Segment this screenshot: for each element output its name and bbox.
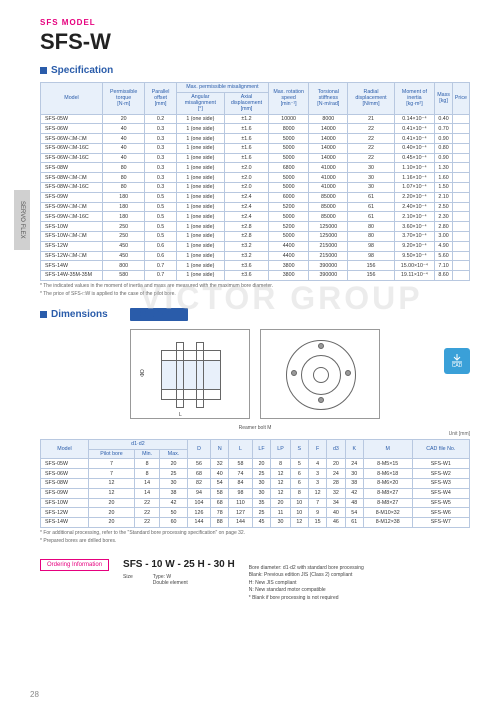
- dimension-drawings: ΦD L: [40, 329, 470, 419]
- table-row: SFS-10W2500.51 (one side)±2.8 5200125000…: [41, 222, 470, 232]
- table-row: SFS-12W4500.61 (one side)±3.2 4400215000…: [41, 241, 470, 251]
- table-row: SFS-05W200.21 (one side)±1.2 10000800021…: [41, 114, 470, 124]
- table-row: SFS-06W400.31 (one side)±1.6 80001400022…: [41, 124, 470, 134]
- spec-heading-text: Specification: [51, 65, 113, 76]
- square-icon: [40, 311, 47, 318]
- ordering-code: SFS - 10 W - 25 H - 30 H: [123, 559, 235, 570]
- drawing-side: ΦD L: [130, 329, 250, 419]
- ordering-button[interactable]: Ordering Information: [40, 559, 109, 571]
- table-row: SFS-14W8000.71 (one side)±3.6 3800390000…: [41, 261, 470, 271]
- spec-note-2: * The price of SFS-□W is applied to the …: [40, 291, 470, 298]
- brand-label: SFS MODEL: [40, 18, 470, 27]
- table-row: SFS-08W121430 8254843012 6328388-M6×20SF…: [41, 478, 470, 488]
- table-row: SFS-10W-□M-□M2500.51 (one side)±2.8 5000…: [41, 231, 470, 241]
- ordering-notes: Bore diameter: d1·d2 with standard bore …: [249, 565, 364, 603]
- square-icon: [40, 67, 47, 74]
- dim-note-1: * For additional processing, refer to th…: [40, 530, 470, 537]
- spec-note-1: * The indicated values in the moment of …: [40, 283, 470, 290]
- spec-table: Model Permissible torque[N·m] Parallel o…: [40, 82, 470, 281]
- page-title: SFS-W: [40, 29, 470, 55]
- dim-heading: Dimensions SFS-□W: [40, 308, 470, 321]
- dim-pill: SFS-□W: [130, 308, 188, 321]
- spec-heading: Specification: [40, 65, 470, 76]
- page-number: 28: [30, 690, 39, 699]
- table-row: SFS-09W-□M-□M1800.51 (one side)±2.4 5200…: [41, 202, 470, 212]
- dim-table: Model d1·d2 DNL LFLPS Fd3K MCAD file No.…: [40, 439, 470, 528]
- ord-type-label: Type: W Double element: [153, 574, 188, 586]
- table-row: SFS-06W-□M-16C400.31 (one side)±1.6 5000…: [41, 153, 470, 163]
- drawing-front: [260, 329, 380, 419]
- table-row: SFS-14W-35M-35M5800.71 (one side)±3.6 38…: [41, 271, 470, 281]
- ord-size-label: Size: [123, 574, 133, 586]
- dim-note-2: * Prepared bores are drilled bores.: [40, 538, 470, 545]
- table-row: SFS-05W7820 563258208 5420248-M5×15SFS-W…: [41, 459, 470, 469]
- table-row: SFS-08W800.31 (one side)±2.0 68004100030…: [41, 163, 470, 173]
- page: SFS MODEL SFS-W Specification Model Perm…: [0, 0, 500, 612]
- cad-badge: CAD: [444, 348, 470, 374]
- table-row: SFS-06W-□M-□M400.31 (one side)±1.6 50001…: [41, 134, 470, 144]
- table-row: SFS-10W202242 104681103520 10734488-M8×2…: [41, 498, 470, 508]
- ordering-section: Ordering Information SFS - 10 W - 25 H -…: [40, 559, 470, 603]
- table-row: SFS-09W-□M-16C1800.51 (one side)±2.4 500…: [41, 212, 470, 222]
- table-row: SFS-08W-□M-□M800.31 (one side)±2.0 50004…: [41, 173, 470, 183]
- table-row: SFS-12W-□M-□M4500.61 (one side)±3.2 4400…: [41, 251, 470, 261]
- table-row: SFS-09W1800.51 (one side)±2.4 6000850006…: [41, 192, 470, 202]
- table-row: SFS-09W121438 9458983012 81232428-M8×27S…: [41, 488, 470, 498]
- cad-text: CAD: [452, 363, 463, 369]
- unit-label: Unit [mm]: [40, 431, 470, 437]
- dim-heading-text: Dimensions: [51, 309, 108, 320]
- table-row: SFS-12W202250 126781272511 10940548-M10×…: [41, 508, 470, 518]
- table-row: SFS-06W-□M-16C400.31 (one side)±1.6 5000…: [41, 143, 470, 153]
- table-row: SFS-08W-□M-16C800.31 (one side)±2.0 5000…: [41, 183, 470, 193]
- table-row: SFS-14W202260 144881444530 121546618-M12…: [41, 518, 470, 528]
- download-icon: [451, 353, 463, 363]
- table-row: SFS-06W7825 6840742512 6324308-M6×18SFS-…: [41, 469, 470, 479]
